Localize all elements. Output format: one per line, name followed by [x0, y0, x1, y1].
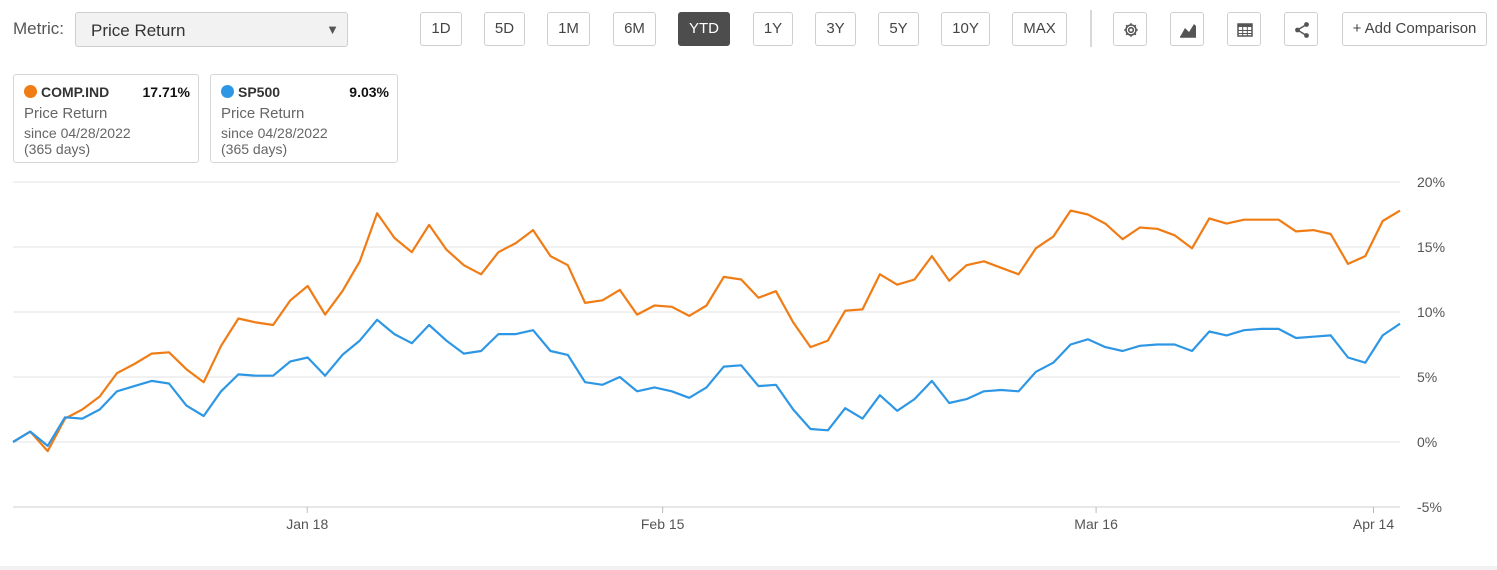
- card-days: (365 days): [24, 141, 91, 157]
- range-button-5d[interactable]: 5D: [484, 12, 525, 46]
- range-button-1y[interactable]: 1Y: [753, 12, 793, 46]
- card-metric: Price Return: [221, 105, 305, 122]
- share-icon: [1295, 22, 1309, 38]
- y-tick-label: 0%: [1417, 434, 1437, 450]
- chart-type-button[interactable]: [1170, 12, 1204, 46]
- card-since: since 04/28/2022: [24, 125, 131, 141]
- card-since: since 04/28/2022: [221, 125, 328, 141]
- card-change: 17.71%: [142, 84, 190, 100]
- table-view-button[interactable]: [1227, 12, 1261, 46]
- range-button-1d[interactable]: 1D: [420, 12, 462, 46]
- y-tick-label: 10%: [1417, 304, 1445, 320]
- share-button[interactable]: [1284, 12, 1318, 46]
- y-tick-label: 15%: [1417, 239, 1445, 255]
- metric-label: Metric:: [13, 19, 64, 38]
- x-axis-ticks: Jan 18 Feb 15 Mar 16 Apr 14: [286, 507, 1394, 532]
- legend-card-sp500[interactable]: SP500 9.03% Price Return since 04/28/202…: [210, 74, 398, 163]
- x-tick-label: Apr 14: [1353, 516, 1394, 532]
- range-button-max[interactable]: MAX: [1012, 12, 1067, 46]
- range-button-10y[interactable]: 10Y: [941, 12, 990, 46]
- add-comparison-button[interactable]: + Add Comparison: [1342, 12, 1487, 46]
- card-symbol: COMP.IND: [41, 84, 110, 100]
- settings-button[interactable]: [1113, 12, 1147, 46]
- y-tick-label: -5%: [1417, 499, 1442, 515]
- x-tick-label: Feb 15: [641, 516, 685, 532]
- y-tick-label: 20%: [1417, 174, 1445, 190]
- bottom-divider: [0, 566, 1497, 570]
- series-color-dot: [221, 85, 234, 98]
- range-button-5y[interactable]: 5Y: [878, 12, 919, 46]
- chart-series: [12, 209, 1401, 453]
- card-days: (365 days): [221, 141, 288, 157]
- gear-icon: [1124, 23, 1138, 37]
- card-change: 9.03%: [349, 84, 389, 100]
- range-button-ytd[interactable]: YTD: [678, 12, 730, 46]
- caret-down-icon: ▼: [326, 22, 339, 37]
- y-tick-label: 5%: [1417, 369, 1437, 385]
- legend-card-comp-ind[interactable]: COMP.IND 17.71% Price Return since 04/28…: [13, 74, 199, 163]
- card-symbol: SP500: [238, 84, 281, 100]
- range-button-1m[interactable]: 1M: [547, 12, 590, 46]
- metric-dropdown[interactable]: Price Return ▼: [75, 12, 348, 47]
- price-return-chart: Jan 18 Feb 15 Mar 16 Apr 14 20% 15% 10% 5% 0% -5…: [12, 174, 1445, 532]
- toolbar-divider: [1090, 10, 1092, 47]
- series-line-comp-ind: [12, 209, 1401, 453]
- series-color-dot: [24, 85, 37, 98]
- range-button-3y[interactable]: 3Y: [815, 12, 856, 46]
- chart-type-icon: [1180, 24, 1196, 38]
- x-tick-label: Mar 16: [1074, 516, 1118, 532]
- table-icon: [1237, 23, 1253, 37]
- toolbar: Metric: Price Return ▼ 1D 5D 1M 6M YTD 1…: [0, 0, 1497, 60]
- y-axis-ticks: 20% 15% 10% 5% 0% -5%: [1417, 174, 1445, 515]
- card-metric: Price Return: [24, 105, 108, 122]
- metric-dropdown-value: Price Return: [91, 21, 186, 40]
- range-button-6m[interactable]: 6M: [613, 12, 656, 46]
- series-line-sp500: [12, 318, 1401, 447]
- x-tick-label: Jan 18: [286, 516, 328, 532]
